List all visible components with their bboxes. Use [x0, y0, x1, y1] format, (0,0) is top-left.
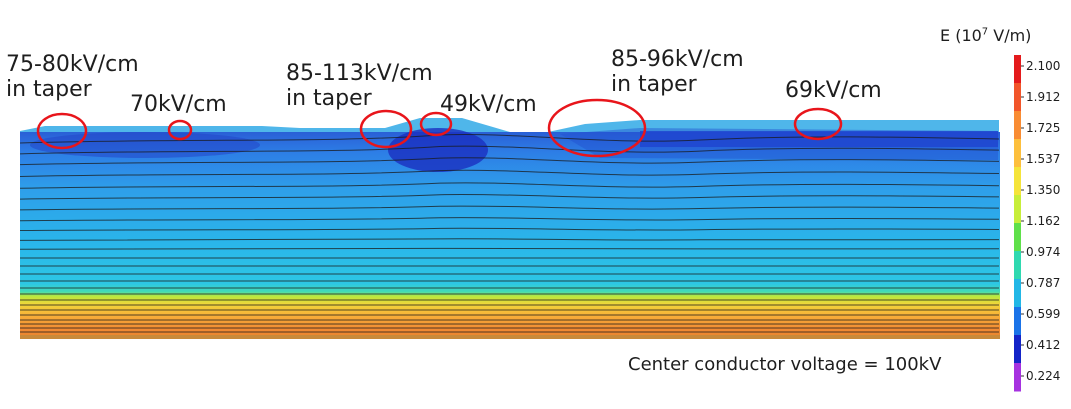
highlight-circles	[36, 98, 843, 158]
equipotential-line	[19, 217, 1000, 222]
equipotential-lines	[19, 134, 1000, 333]
equipotential-line	[19, 205, 1000, 211]
dark-field-patch	[30, 132, 260, 158]
annotation-49kv: 49kV/cm	[440, 92, 537, 117]
colorbar-tick-label: 1.162	[1026, 214, 1061, 228]
dark-field-patch	[388, 128, 488, 172]
equipotential-line	[19, 193, 1000, 200]
annotation-taper-right: 85-96kV/cm in taper	[611, 47, 744, 97]
colorbar-tick-label: 0.412	[1026, 338, 1061, 352]
colorbar-swatch	[1014, 251, 1021, 280]
annotation-line: in taper	[6, 77, 92, 102]
colorbar-tick-label: 0.224	[1026, 369, 1061, 383]
equipotential-line	[19, 182, 1000, 189]
equipotential-line	[19, 134, 1000, 144]
colorbar-swatch	[1014, 195, 1021, 224]
colorbar-swatch	[1014, 83, 1021, 112]
annotation-taper-left: 75-80kV/cm in taper	[6, 52, 139, 102]
equipotential-line	[19, 227, 1000, 232]
highlight-circle	[547, 98, 647, 158]
colorbar-swatch	[1014, 111, 1021, 140]
equipotential-line	[19, 169, 1000, 177]
dark-field-patch	[560, 128, 998, 160]
colorbar-swatch	[1014, 167, 1021, 196]
equipotential-line	[19, 247, 1000, 250]
colorbar-tick-label: 0.599	[1026, 307, 1061, 321]
annotation-line: 75-80kV/cm	[6, 52, 139, 77]
annotation-taper-middle: 85-113kV/cm in taper	[286, 61, 433, 111]
highlight-circle	[36, 112, 88, 150]
annotation-70kv: 70kV/cm	[130, 92, 227, 117]
colorbar-swatch	[1014, 55, 1021, 84]
colorbar-tick-label: 1.537	[1026, 152, 1061, 166]
voltage-note: Center conductor voltage = 100kV	[628, 354, 942, 375]
annotation-line: in taper	[286, 86, 372, 111]
colorbar-title: E (107 V/m)	[940, 26, 1031, 45]
colorbar-tick-label: 2.100	[1026, 59, 1061, 73]
annotation-line: in taper	[611, 72, 697, 97]
colorbar-swatch	[1014, 139, 1021, 168]
colorbar-swatch	[1014, 335, 1021, 364]
highlight-circle	[359, 109, 413, 149]
equipotential-line	[19, 157, 1000, 166]
center-conductor-strip	[20, 335, 1000, 339]
colorbar-tick-label: 0.974	[1026, 245, 1061, 259]
colorbar	[1014, 55, 1024, 392]
colorbar-title-suffix: V/m)	[988, 26, 1032, 45]
colorbar-swatch	[1014, 279, 1021, 308]
colorbar-swatch	[1014, 307, 1021, 336]
highlight-circle	[167, 119, 193, 141]
annotation-line: 85-96kV/cm	[611, 47, 744, 72]
annotation-line: 69kV/cm	[785, 78, 882, 103]
colorbar-swatch	[1014, 223, 1021, 252]
colorbar-swatch	[1014, 363, 1021, 392]
field-region	[19, 118, 1000, 339]
annotation-line: 70kV/cm	[130, 92, 227, 117]
colorbar-tick-label: 1.350	[1026, 183, 1061, 197]
highlight-circle	[793, 107, 843, 141]
field-body	[20, 132, 1000, 337]
colorbar-title-exponent: 7	[981, 26, 989, 38]
colorbar-tick-label: 1.725	[1026, 121, 1061, 135]
colorbar-tick-label: 1.912	[1026, 90, 1061, 104]
annotation-line: 49kV/cm	[440, 92, 537, 117]
equipotential-line	[19, 145, 1000, 155]
annotation-69kv: 69kV/cm	[785, 78, 882, 103]
colorbar-tick-label: 0.787	[1026, 276, 1061, 290]
colorbar-title-prefix: E (10	[940, 26, 982, 45]
annotation-line: 85-113kV/cm	[286, 61, 433, 86]
highlight-circle	[419, 111, 453, 137]
